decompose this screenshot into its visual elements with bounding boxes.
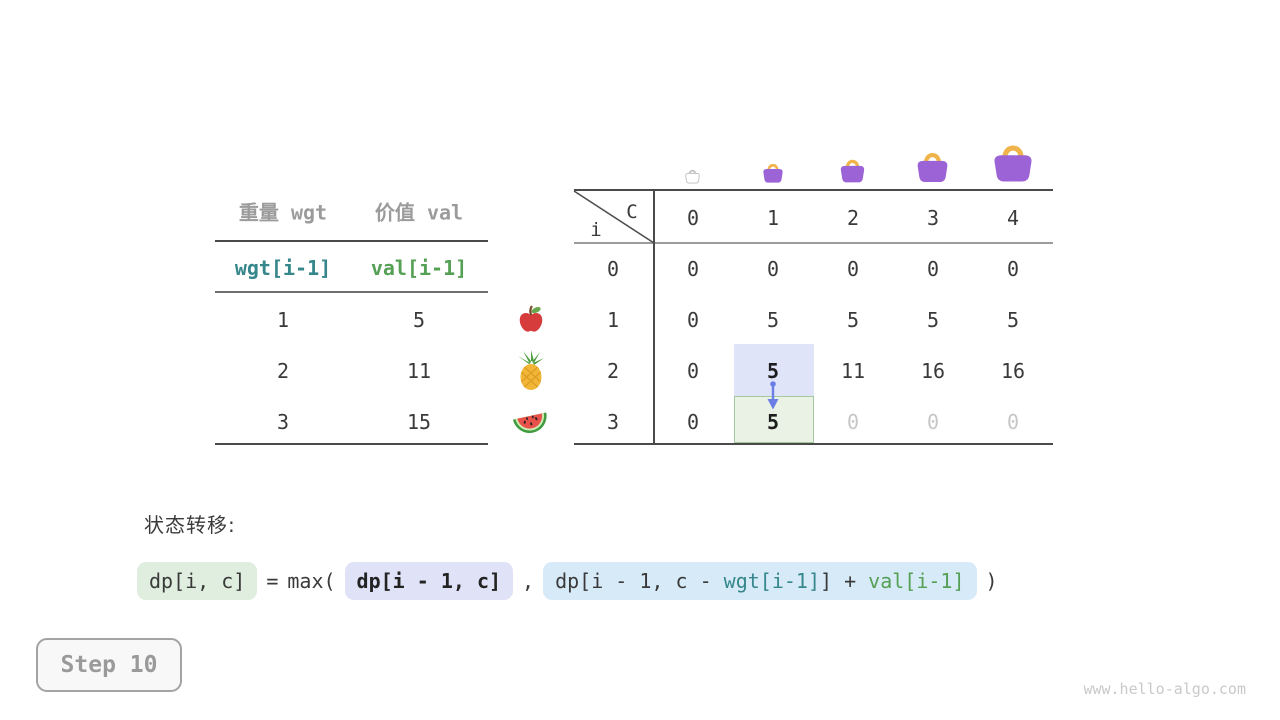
bag-small-icon (763, 163, 783, 183)
watermelon-icon (512, 412, 547, 434)
dp-col-header: 0 (686, 206, 700, 230)
step-badge: Step 10 (36, 638, 182, 692)
dp-col-header: 1 (766, 206, 780, 230)
dp-table-rule-header (574, 242, 1053, 244)
formula-take-wgt: wgt[i-1] (723, 569, 820, 593)
transition-arrow-icon (767, 381, 779, 410)
dp-cell-current: 5 (766, 410, 780, 434)
formula-take-mid: ] + (820, 569, 869, 593)
formula-take-prefix: dp[i - 1, c - (555, 569, 724, 593)
dp-table-rule-top (574, 189, 1053, 191)
dp-cell: 0 (686, 410, 700, 434)
dp-cell: 0 (686, 308, 700, 332)
item-weight: 2 (276, 359, 290, 383)
dp-cell-pending: 0 (846, 410, 860, 434)
formula-equals: = (266, 569, 279, 593)
formula-option-keep-box: dp[i - 1, c] (344, 562, 514, 600)
dp-row-label: 2 (606, 359, 620, 383)
pineapple-icon (518, 350, 544, 390)
item-value: 5 (412, 308, 426, 332)
items-table-wgt-var: wgt[i-1] (234, 256, 332, 280)
items-table-val-var: val[i-1] (370, 256, 468, 280)
dp-cell: 11 (840, 359, 866, 383)
dp-cell-pending: 0 (1006, 410, 1020, 434)
bag-medium-icon (840, 159, 865, 183)
dp-row-label: 3 (606, 410, 620, 434)
formula-take-val: val[i-1] (868, 569, 965, 593)
transition-label: 状态转移: (144, 513, 236, 537)
dp-corner-row-var: i (590, 219, 602, 241)
formula-max-open: max( (287, 569, 336, 593)
dp-col-header: 4 (1006, 206, 1020, 230)
dp-cell: 5 (766, 308, 780, 332)
dp-col-header: 3 (926, 206, 940, 230)
bag-outline-icon (685, 169, 700, 184)
item-weight: 3 (276, 410, 290, 434)
dp-cell-compare: 5 (766, 359, 780, 383)
dp-cell: 5 (926, 308, 940, 332)
items-table-rule-mid (215, 291, 488, 293)
dp-corner-diagonal (573, 190, 655, 244)
dp-table-rule-bottom (574, 443, 1053, 445)
items-table-header-value: 价值 val (374, 200, 464, 225)
bag-xlarge-icon (994, 145, 1032, 182)
dp-row-label: 0 (606, 257, 620, 281)
items-table-header-weight: 重量 wgt (238, 200, 328, 225)
highlight-cell-current (734, 396, 814, 443)
dp-table-rule-vertical (653, 189, 655, 445)
dp-cell: 0 (846, 257, 860, 281)
transition-formula: dp[i, c] = max( dp[i - 1, c] , dp[i - 1,… (137, 560, 998, 602)
item-weight: 1 (276, 308, 290, 332)
apple-icon (519, 305, 543, 332)
dp-cell: 5 (846, 308, 860, 332)
formula-option-take-box: dp[i - 1, c - wgt[i-1]] + val[i-1] (543, 562, 977, 600)
item-value: 11 (406, 359, 432, 383)
items-table-rule-top (215, 240, 488, 242)
dp-row-label: 1 (606, 308, 620, 332)
formula-close-paren: ) (985, 569, 998, 593)
dp-cell-pending: 0 (926, 410, 940, 434)
formula-comma: , (522, 569, 535, 593)
formula-lhs-box: dp[i, c] (137, 562, 258, 600)
dp-col-header: 2 (846, 206, 860, 230)
watermark: www.hello-algo.com (1083, 680, 1246, 698)
dp-cell: 0 (686, 359, 700, 383)
dp-cell: 0 (686, 257, 700, 281)
bag-large-icon (917, 153, 948, 182)
dp-cell: 16 (920, 359, 946, 383)
items-table-rule-bottom (215, 443, 488, 445)
dp-cell: 0 (926, 257, 940, 281)
dp-cell: 0 (766, 257, 780, 281)
dp-corner-col-var: C (626, 201, 638, 223)
dp-cell: 0 (1006, 257, 1020, 281)
dp-cell: 16 (1000, 359, 1026, 383)
item-value: 15 (406, 410, 432, 434)
dp-cell: 5 (1006, 308, 1020, 332)
